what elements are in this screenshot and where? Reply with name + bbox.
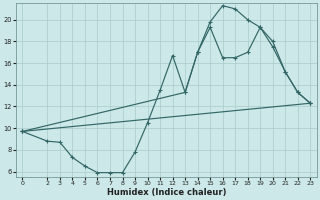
X-axis label: Humidex (Indice chaleur): Humidex (Indice chaleur) <box>107 188 226 197</box>
